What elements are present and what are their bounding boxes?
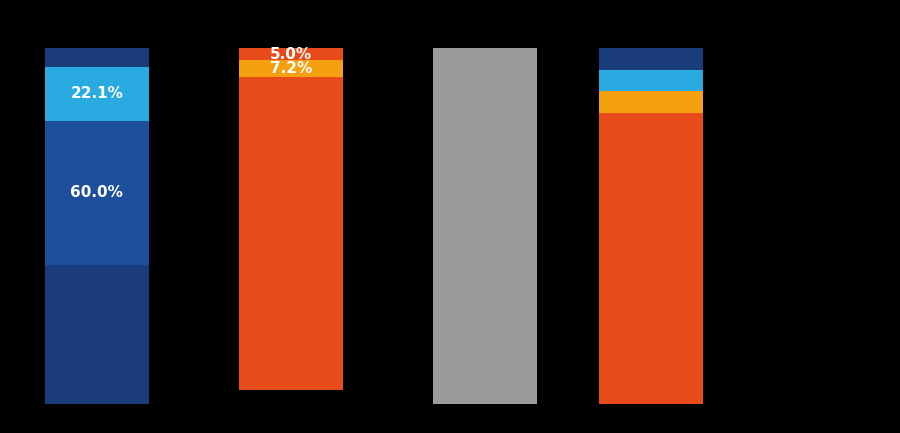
Bar [45,265,148,284]
Bar [45,68,148,120]
Bar [598,70,703,91]
Bar [238,48,343,60]
Bar [238,60,343,78]
Bar [598,48,703,70]
Text: 7.2%: 7.2% [270,61,312,76]
Bar [598,91,703,113]
Bar [45,120,148,265]
Text: 5.0%: 5.0% [270,47,311,61]
Bar [598,113,703,404]
Text: 60.0%: 60.0% [70,185,123,200]
Bar [433,48,536,404]
Bar [238,78,343,390]
Text: 22.1%: 22.1% [70,87,123,101]
Bar [45,48,148,68]
Bar [45,284,148,404]
